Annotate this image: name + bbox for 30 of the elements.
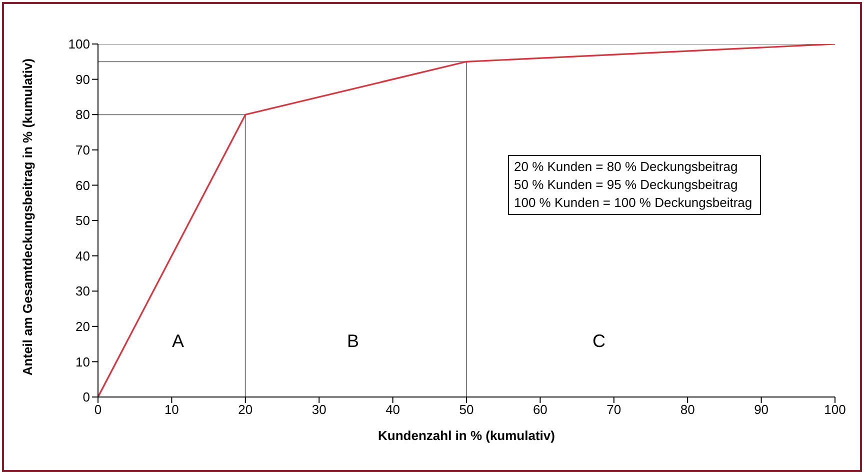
y-tick-label: 70 xyxy=(76,142,90,158)
x-tick-label: 10 xyxy=(164,402,179,418)
annotation: B xyxy=(346,331,360,352)
y-axis-title: Anteil am Gesamtdeckungsbeitrag in % (kumulativ) xyxy=(20,57,35,378)
y-tick-label: 10 xyxy=(76,354,90,370)
x-tick-label: 90 xyxy=(754,402,769,418)
x-tick-label: 60 xyxy=(532,402,548,418)
x-axis-title: Kundenzahl in % (kumulativ) xyxy=(377,428,556,443)
y-tick-label: 20 xyxy=(76,319,90,334)
y-tick-label: 40 xyxy=(76,248,90,264)
x-tick-label: 40 xyxy=(386,402,400,418)
x-tick-label: 30 xyxy=(312,402,326,418)
annotation: 50 % Kunden = 95 % Deckungsbeitrag xyxy=(514,176,739,194)
y-tick-label: 80 xyxy=(76,107,90,122)
y-tick-label: 100 xyxy=(68,36,90,52)
y-tick-label: 90 xyxy=(76,72,90,87)
y-tick-label: 50 xyxy=(76,213,90,228)
x-tick-label: 0 xyxy=(94,402,102,418)
annotation: A xyxy=(170,331,185,352)
annotation: 20 % Kunden = 80 % Deckungsbeitrag xyxy=(514,158,739,176)
x-tick-label: 70 xyxy=(606,402,622,418)
y-tick-label: 0 xyxy=(82,390,90,405)
y-tick-label: 60 xyxy=(76,178,90,193)
annotation: 100 % Kunden = 100 % Deckungsbeitrag xyxy=(514,194,752,212)
y-tick-label: 30 xyxy=(76,284,90,299)
annotation: C xyxy=(592,331,606,352)
x-tick-label: 100 xyxy=(824,402,846,418)
x-tick-label: 50 xyxy=(459,402,474,418)
x-tick-label: 80 xyxy=(680,402,695,418)
x-tick-label: 20 xyxy=(238,402,253,418)
